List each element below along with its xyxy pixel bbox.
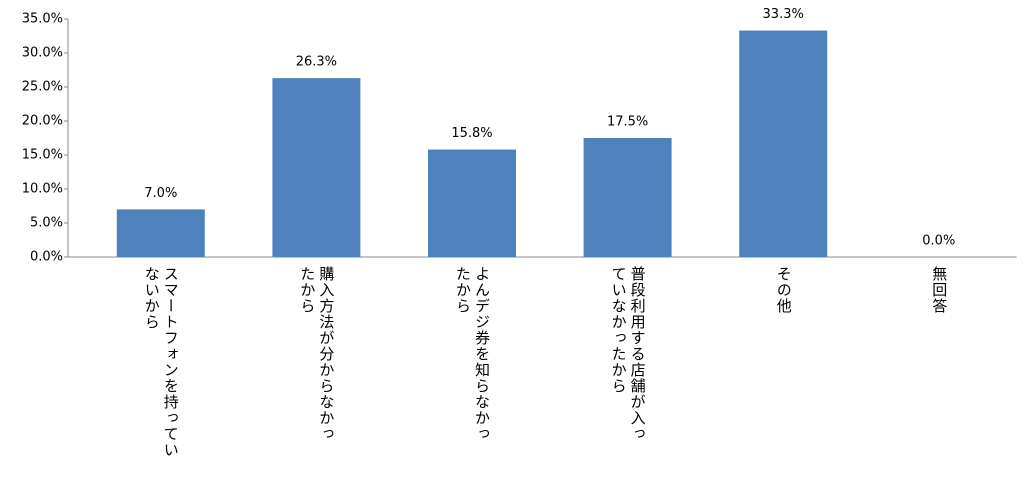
y-tick-label: 15.0% <box>22 148 63 163</box>
data-label: 15.8% <box>451 126 492 141</box>
x-tick-label: 購入方法が分からなかっ たから <box>298 266 336 442</box>
y-tick-label: 0.0% <box>30 250 63 265</box>
y-tick-label: 5.0% <box>30 216 63 231</box>
x-tick-label: スマートフォンを持ってい ないから <box>142 266 180 458</box>
bar <box>116 209 205 257</box>
y-tick-label: 20.0% <box>22 114 63 129</box>
data-label: 7.0% <box>144 186 177 201</box>
x-tick-label: 普段利用する店舗が入っ ていなかったから <box>609 266 647 442</box>
y-tick-label: 10.0% <box>22 182 63 197</box>
data-label: 0.0% <box>922 234 955 249</box>
y-tick-label: 35.0% <box>22 12 63 27</box>
x-tick-label: 無回答 <box>930 266 949 314</box>
data-label: 26.3% <box>296 55 337 70</box>
data-label: 33.3% <box>763 7 804 22</box>
bar <box>739 30 828 258</box>
bar <box>272 78 361 257</box>
y-tick-label: 25.0% <box>22 80 63 95</box>
x-tick-label: よんデジ券を知らなかっ たから <box>454 266 491 442</box>
bar <box>428 149 516 257</box>
bar <box>583 138 672 257</box>
data-label: 17.5% <box>607 115 648 130</box>
y-tick-label: 30.0% <box>22 46 63 61</box>
x-tick-label: その他 <box>774 266 793 314</box>
